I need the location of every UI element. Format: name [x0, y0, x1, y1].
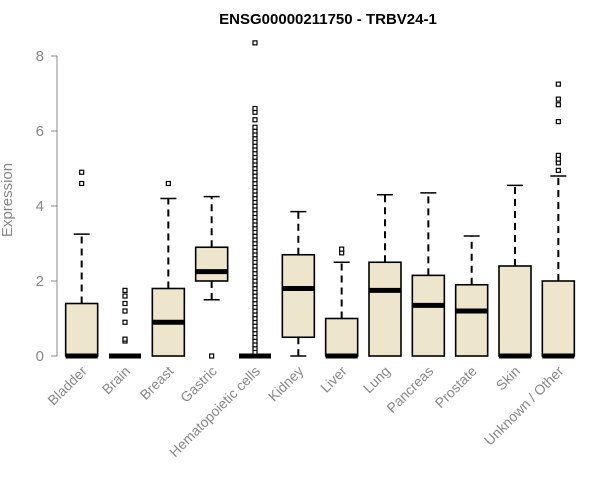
box-iqr [498, 265, 532, 357]
box-hematopoietic-cells [239, 40, 271, 359]
outlier-point [165, 180, 171, 187]
outlier-point [555, 119, 561, 125]
outlier-point [555, 102, 561, 108]
y-tick-label: 2 [36, 273, 44, 290]
y-tick-label: 6 [36, 123, 44, 140]
outlier-point [122, 300, 128, 307]
x-tick-label: Liver [317, 363, 350, 396]
outlier-point [209, 353, 215, 359]
box-iqr [281, 253, 316, 339]
outlier-point [555, 167, 561, 173]
x-tick-label: Pancreas [383, 363, 436, 416]
box-liver [324, 246, 359, 359]
outlier-point [79, 169, 85, 175]
x-tick-label: Gastric [177, 363, 220, 406]
outlier-point [555, 152, 561, 158]
y-tick-label: 4 [36, 198, 44, 215]
box-iqr [64, 302, 99, 357]
box-iqr [368, 261, 402, 357]
box-bladder [64, 169, 99, 359]
box-kidney [281, 210, 316, 357]
chart-title: ENSG00000211750 - TRBV24-1 [219, 11, 437, 28]
boxes [64, 40, 576, 359]
x-tick-label: Kidney [265, 363, 307, 405]
y-tick-label: 8 [36, 48, 44, 65]
x-tick-label: Lung [360, 363, 393, 396]
box-prostate [454, 235, 489, 357]
outlier-point [555, 96, 561, 102]
outlier-point [122, 319, 128, 325]
box-unknown-other [541, 81, 576, 359]
y-tick-label: 0 [36, 348, 44, 365]
outlier-point [339, 246, 345, 252]
y-axis-label: Expression [0, 163, 16, 237]
box-iqr [411, 274, 446, 357]
box-iqr [541, 280, 576, 357]
outlier-point [252, 124, 258, 130]
outlier-point [122, 308, 128, 314]
box-lung [368, 194, 402, 357]
x-tick-label: Bladder [44, 363, 90, 409]
x-tick-label: Prostate [432, 363, 480, 411]
outlier-point [122, 293, 128, 299]
outlier-point [122, 336, 128, 342]
outlier-point [252, 40, 258, 46]
box-skin [498, 184, 532, 359]
outlier-point [122, 287, 128, 293]
x-tick-label: Brain [99, 363, 133, 397]
x-tick-label: Skin [493, 363, 524, 394]
box-pancreas [411, 192, 446, 357]
box-iqr [454, 283, 489, 357]
box-breast [151, 180, 186, 357]
box-brain [109, 287, 141, 359]
y-axis: 0 2 4 6 8 [36, 48, 58, 365]
box-iqr [324, 317, 359, 357]
outlier-point [555, 81, 561, 87]
outlier-point [79, 180, 85, 187]
x-tick-label: Breast [137, 363, 177, 403]
outlier-point [252, 105, 258, 112]
box-gastric [194, 195, 229, 359]
x-tick-label: Unknown / Other [481, 363, 567, 449]
box-iqr [194, 246, 229, 282]
outlier-point [252, 117, 258, 123]
